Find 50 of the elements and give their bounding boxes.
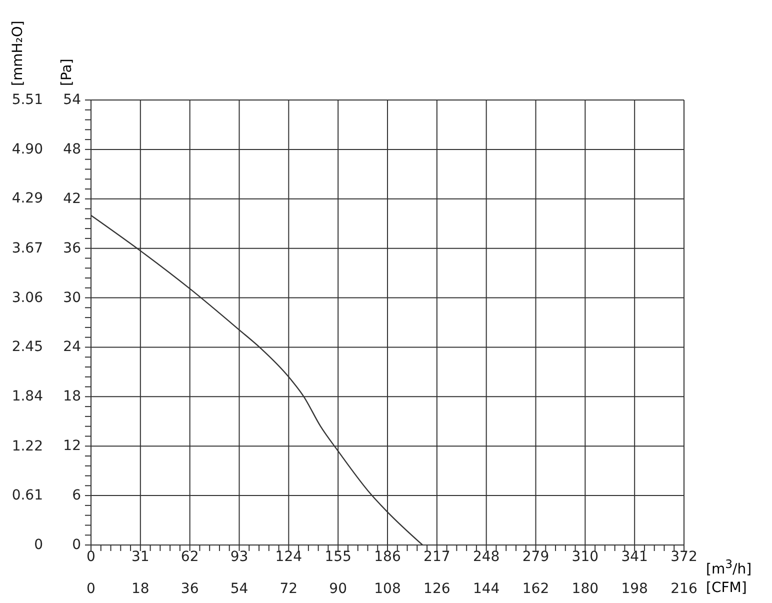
- y-tick-label: 6: [72, 488, 82, 504]
- x2-tick-label: 36: [180, 581, 199, 597]
- x-tick-label: 217: [424, 549, 450, 565]
- x-tick-label: 62: [180, 549, 199, 565]
- y2-tick-label: 0.61: [12, 488, 43, 504]
- y-tick-label: 18: [63, 388, 81, 405]
- y2-tick-label: 1.84: [12, 388, 44, 404]
- y2-tick-label: 0: [34, 537, 43, 553]
- x-tick-label: 186: [374, 549, 401, 565]
- x-tick-label: 248: [472, 549, 500, 565]
- y-axis-title: [Pa]: [59, 58, 75, 86]
- y-tick-label: 24: [63, 339, 82, 356]
- x-tick-label: 341: [621, 549, 648, 565]
- y2-tick-label: 5.51: [12, 92, 43, 108]
- y2-tick-label: 4.90: [12, 141, 43, 158]
- x2-tick-label: 0: [86, 581, 96, 597]
- y-tick-label: 42: [63, 190, 81, 207]
- x2-tick-label: 198: [621, 581, 648, 597]
- y2-tick-label: 1.22: [12, 438, 43, 454]
- y2-tick-label: 3.06: [12, 290, 44, 306]
- x2-axis-title: [CFM]: [706, 579, 747, 597]
- x2-tick-label: 108: [374, 581, 401, 597]
- x-tick-label: 279: [522, 549, 550, 565]
- x2-tick-label: 54: [230, 581, 248, 597]
- y-tick-label: 48: [63, 141, 81, 158]
- y2-tick-label: 4.29: [12, 190, 43, 207]
- x-tick-label: 310: [572, 549, 599, 565]
- x-tick-label: 0: [86, 549, 96, 565]
- y-tick-label: 30: [63, 290, 81, 306]
- y-tick-label: 0: [72, 537, 81, 553]
- x-tick-label: 31: [132, 549, 150, 565]
- x-tick-label: 155: [324, 549, 352, 565]
- x-tick-label: 372: [670, 549, 698, 565]
- x2-tick-label: 144: [472, 581, 500, 597]
- x-axis-title: [m$^{3}$/h]: [706, 556, 752, 579]
- x2-tick-label: 72: [280, 581, 298, 597]
- y-tick-label: 36: [63, 240, 82, 256]
- y2-tick-label: 2.45: [12, 339, 43, 356]
- y-tick-label: 54: [63, 92, 82, 108]
- y-tick-label: 12: [63, 438, 81, 454]
- x-tick-label: 93: [230, 549, 248, 565]
- x2-tick-label: 162: [522, 581, 550, 597]
- x-tick-label: 124: [275, 549, 302, 565]
- x2-tick-label: 18: [132, 581, 150, 597]
- y2-tick-label: 3.67: [12, 240, 43, 257]
- x2-tick-label: 180: [572, 581, 599, 597]
- x2-tick-label: 126: [424, 581, 450, 597]
- x2-tick-label: 90: [329, 581, 347, 597]
- x2-tick-label: 216: [670, 581, 698, 597]
- y2-axis-title: [mmH₂O]: [10, 20, 26, 86]
